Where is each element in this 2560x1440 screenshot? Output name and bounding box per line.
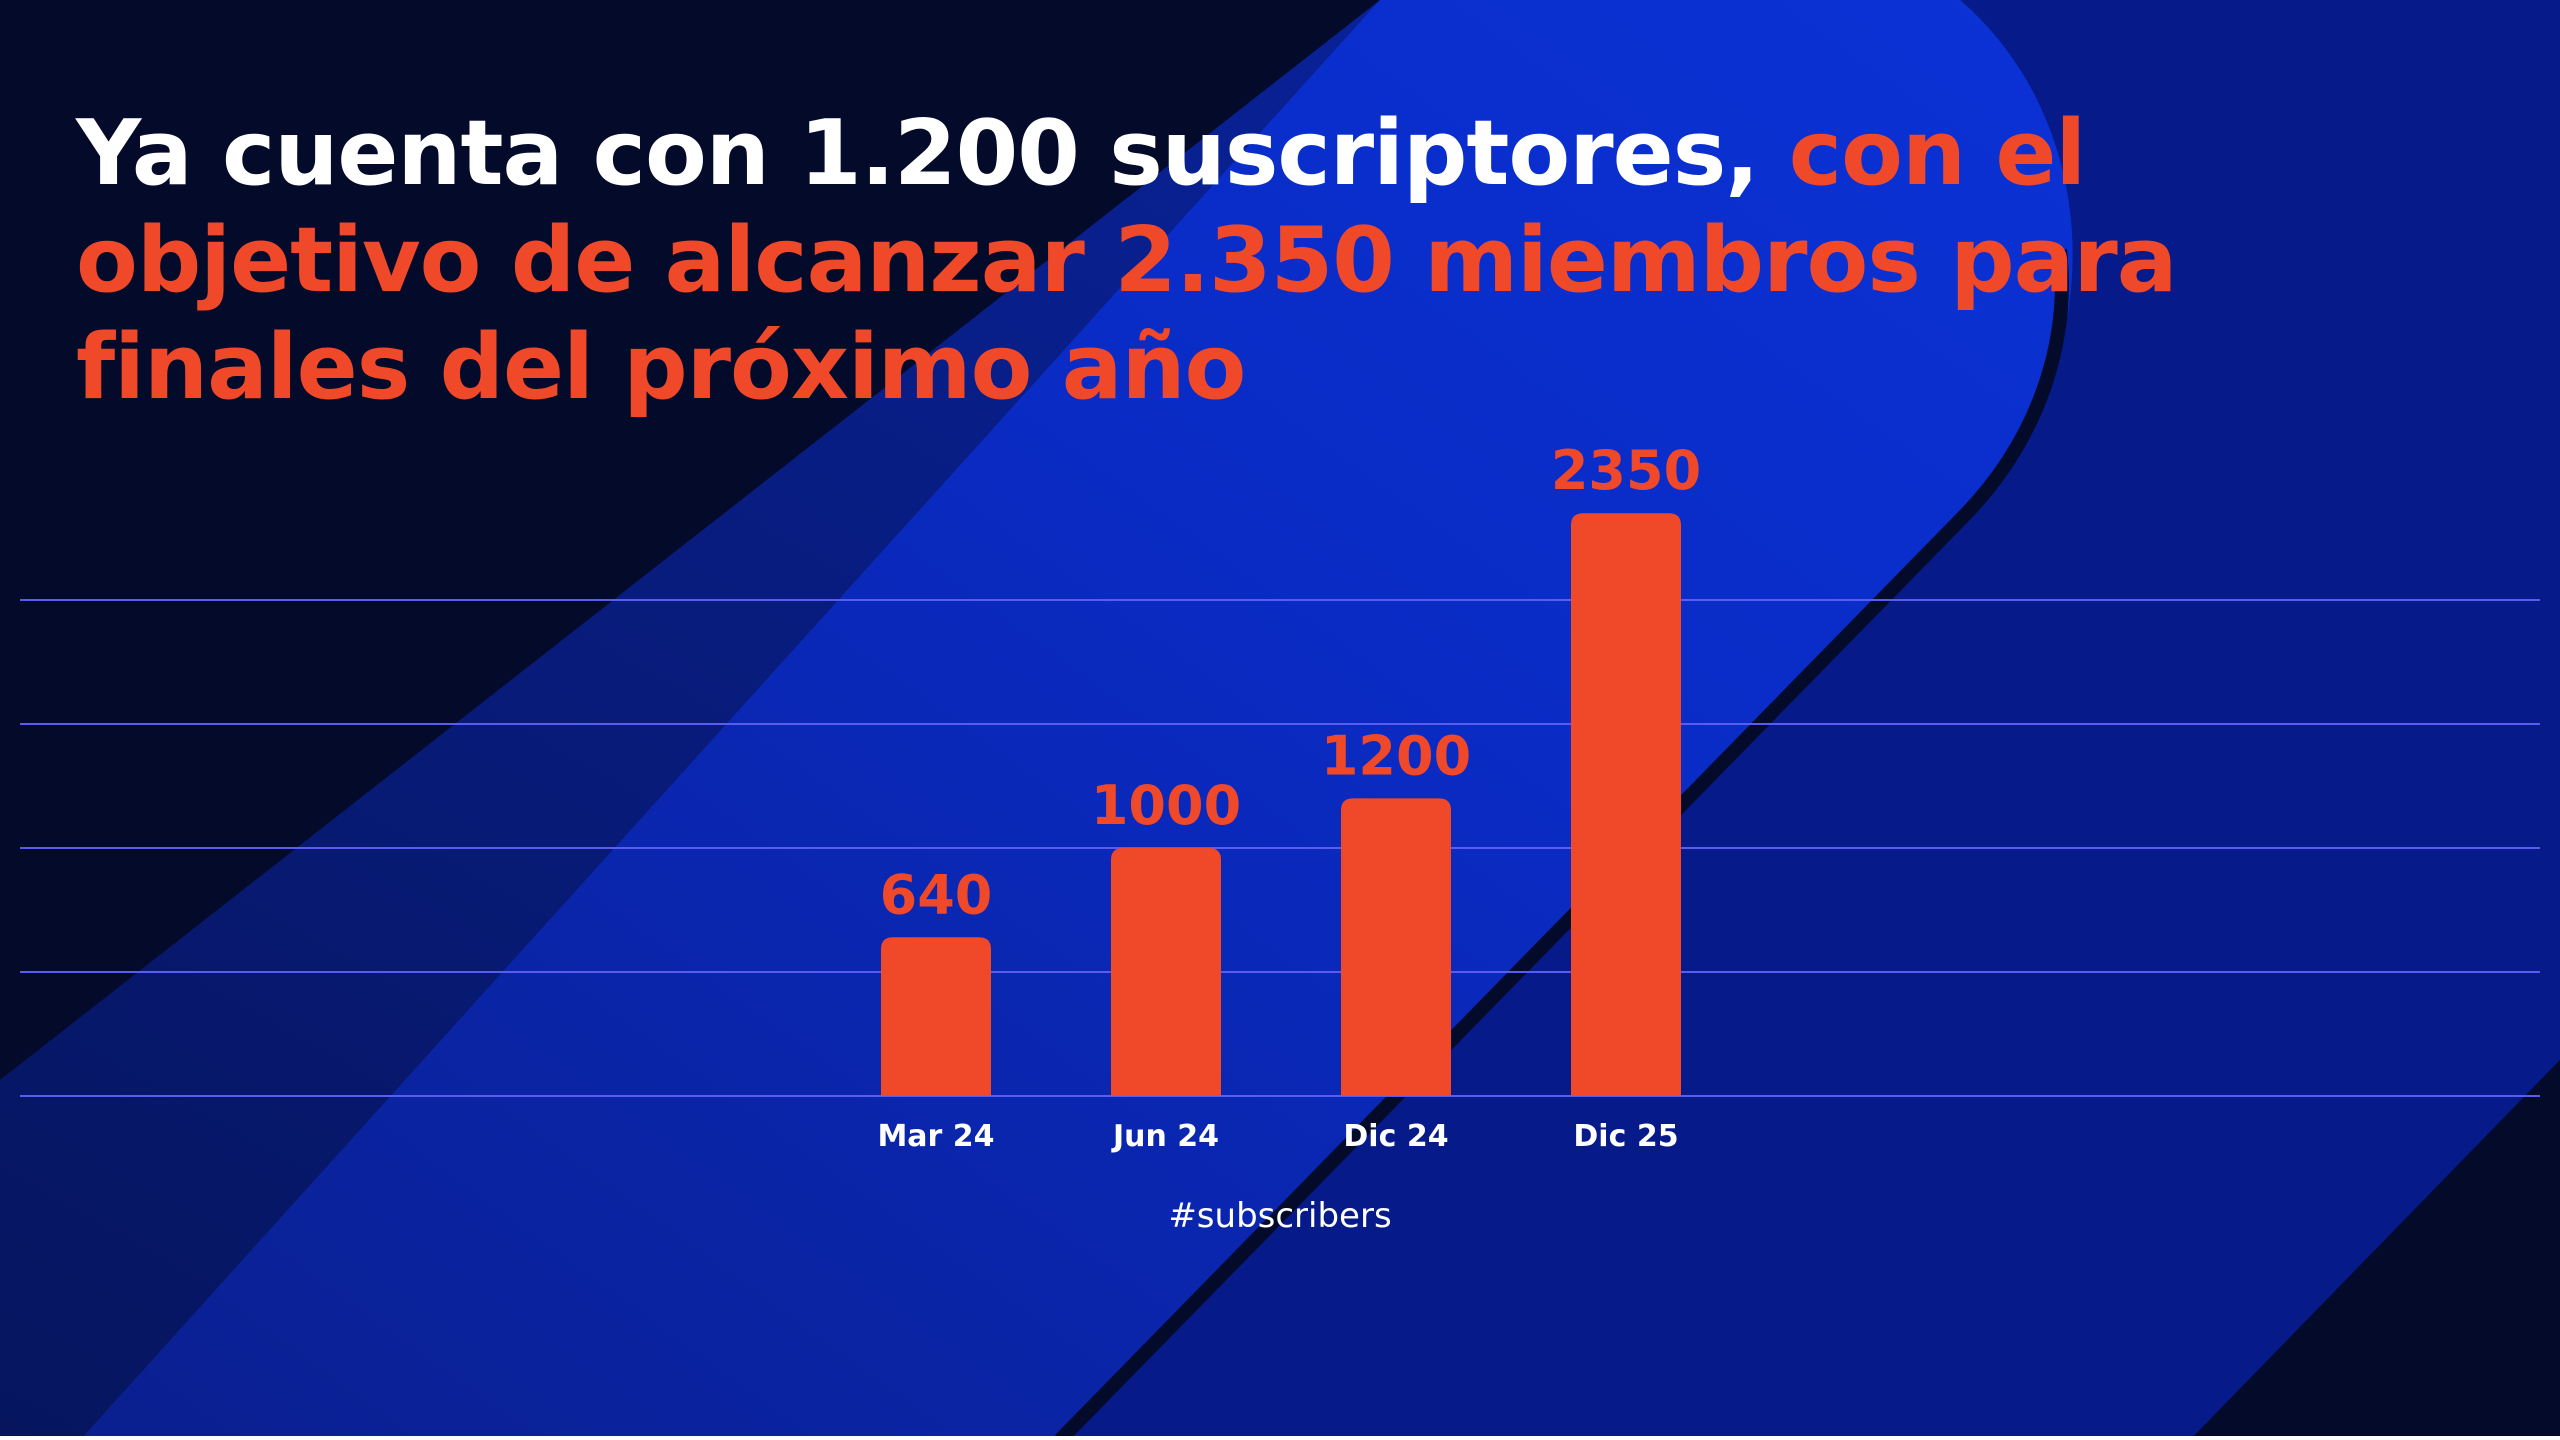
title-accent-part: con el objetivo de alcanzar 2.350 miembr… — [76, 101, 2177, 420]
bar — [1341, 798, 1451, 1096]
data-label: 1200 — [1321, 724, 1471, 787]
data-label: 640 — [880, 863, 993, 926]
x-tick-label: Dic 25 — [1573, 1119, 1678, 1154]
hashtag-caption: #subscribers — [1168, 1196, 1392, 1236]
bar — [1571, 513, 1681, 1096]
bar — [881, 937, 991, 1096]
background-stripe-bright — [80, 0, 2073, 1440]
chart-bars — [881, 513, 1681, 1096]
x-tick-label: Mar 24 — [877, 1119, 994, 1154]
data-label: 1000 — [1091, 774, 1241, 837]
bar — [1111, 848, 1221, 1096]
background-corner — [2190, 1060, 2560, 1440]
background-separator — [1054, 249, 2069, 1440]
chart-gridlines — [20, 599, 2540, 1097]
x-tick-label: Jun 24 — [1111, 1119, 1219, 1154]
title-white-part: Ya cuenta con 1.200 suscriptores, — [76, 101, 1759, 206]
bottom-strip — [0, 1436, 2560, 1440]
x-tick-label: Dic 24 — [1343, 1119, 1448, 1154]
chart-labels: 640 Mar 24 1000 Jun 24 1200 Dic 24 2350 Dic 25 — [877, 439, 1701, 1154]
data-label: 2350 — [1551, 439, 1701, 502]
slide-title: Ya cuenta con 1.200 suscriptores, con el… — [76, 100, 2476, 421]
